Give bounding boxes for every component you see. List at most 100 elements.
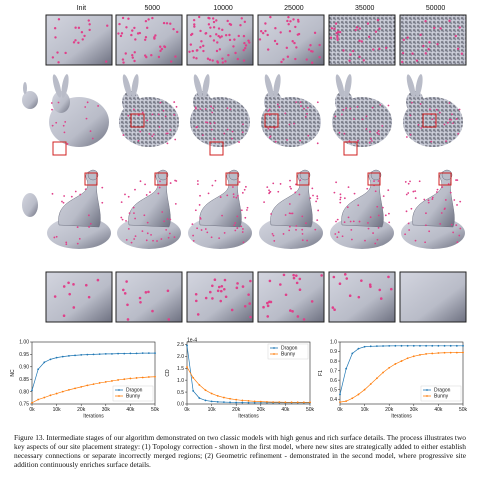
y-axis-label: NC [10, 369, 16, 377]
y-axis-label: F1 [318, 370, 324, 376]
x-axis-label: Iterations [391, 414, 412, 420]
crop-bottom-0 [45, 271, 113, 323]
data-point-dragon [400, 344, 403, 347]
data-point-bunny [43, 396, 46, 399]
data-point-bunny [117, 379, 119, 381]
data-point-dragon [449, 344, 452, 347]
data-point-bunny [123, 378, 126, 381]
data-point-bunny [363, 388, 366, 391]
data-point-dragon [406, 344, 409, 347]
data-point-bunny [49, 394, 52, 397]
y-tick-label: 0.5 [330, 387, 337, 393]
data-point-bunny [68, 388, 70, 391]
data-point-bunny [192, 376, 195, 379]
dragon-render-5 [401, 169, 465, 249]
data-point-dragon [147, 352, 150, 355]
data-point-dragon [357, 347, 360, 350]
x-tick-label: 10k [208, 407, 217, 413]
crop-top-5 [399, 14, 467, 66]
x-tick-label: 50k [459, 407, 468, 413]
crop-top-2 [186, 14, 254, 66]
data-point-dragon [111, 353, 113, 355]
data-point-bunny [309, 401, 311, 404]
y-tick-label: 1.5 [177, 366, 184, 372]
x-tick-label: 20k [385, 407, 394, 413]
scale-note: 1e-4 [187, 338, 197, 344]
x-tick-label: 20k [232, 407, 241, 413]
x-tick-label: 30k [102, 407, 111, 413]
data-point-dragon [204, 399, 207, 402]
dragon-render-3 [259, 169, 323, 249]
data-point-dragon [345, 367, 348, 370]
data-point-dragon [253, 401, 256, 404]
plot-f1: 0k 10k 20k 30k 40k 50k 0.4 0.5 0.6 0.7 0.8 0.9 1.0 It… [318, 338, 468, 423]
data-point-bunny [104, 381, 107, 383]
column-label-50000: 50000 [425, 5, 446, 12]
data-point-dragon [443, 344, 446, 347]
data-point-dragon [123, 352, 126, 355]
f1-chart: 0k 10k 20k 30k 40k 50k 0.4 0.5 0.6 0.7 0.8 0.9 1.0 It… [318, 340, 468, 420]
crop-top-4 [328, 14, 396, 66]
data-point-dragon [86, 353, 89, 356]
data-point-bunny [345, 400, 348, 403]
data-point-dragon [412, 344, 415, 347]
data-point-bunny [247, 400, 250, 402]
legend-marker-dragon [118, 389, 120, 391]
data-point-bunny [425, 353, 427, 355]
x-axis-label: Iterations [238, 414, 259, 420]
data-point-bunny [449, 351, 452, 354]
x-tick-label: 0k [184, 407, 190, 413]
data-point-dragon [55, 356, 58, 359]
y-tick-label: 0.90 [19, 365, 29, 371]
y-tick-label: 0.80 [19, 389, 29, 395]
data-point-bunny [437, 352, 440, 354]
legend-label-dragon: Dragon [126, 388, 143, 394]
data-point-bunny [86, 384, 89, 387]
data-point-bunny [229, 397, 231, 400]
crop-bottom-3 [257, 271, 325, 323]
x-tick-label: 20k [77, 407, 86, 413]
y-tick-label: 2.0 [177, 354, 184, 360]
y-tick-label: 1.0 [177, 378, 184, 384]
y-tick-label: 0.85 [19, 377, 29, 383]
legend-marker-dragon [273, 347, 275, 349]
data-point-dragon [339, 393, 341, 396]
data-point-bunny [61, 390, 64, 393]
data-point-dragon [31, 389, 33, 392]
x-tick-label: 0k [29, 407, 35, 413]
data-point-bunny [259, 400, 262, 403]
data-point-bunny [382, 371, 384, 374]
crop-top-1 [115, 14, 183, 66]
data-point-bunny [266, 400, 268, 403]
bunny-render-3 [261, 74, 321, 147]
y-axis-label: CD [165, 369, 171, 377]
data-point-bunny [235, 398, 238, 401]
column-label-10000: 10000 [213, 5, 233, 12]
y-tick-label: 0.8 [330, 359, 337, 365]
column-label-init: Init [76, 5, 87, 12]
bunny-render-0 [49, 74, 109, 156]
plot-cd: 0k 10k 20k 30k 40k 50k 0.0 0.5 1.0 1.5 2.0 2.5 Itera… [165, 338, 315, 423]
crop-top-0 [45, 14, 113, 66]
x-tick-label: 40k [126, 407, 135, 413]
x-tick-label: 10k [361, 407, 370, 413]
legend-marker-bunny [426, 395, 428, 397]
data-point-dragon [235, 401, 238, 404]
dragon-render-0 [47, 169, 111, 249]
data-point-dragon [154, 352, 156, 355]
data-point-dragon [37, 368, 40, 371]
y-tick-label: 0.95 [19, 352, 29, 358]
data-point-dragon [425, 344, 427, 347]
data-point-dragon [455, 344, 458, 347]
data-point-dragon [462, 344, 464, 347]
data-point-bunny [284, 401, 287, 404]
data-point-dragon [129, 352, 132, 355]
plot-nc: 0k 10k 20k 30k 40k 50k 0.75 0.80 0.85 0.90 0.95 1.0… [10, 338, 160, 423]
nc-chart: 0k 10k 20k 30k 40k 50k 0.75 0.80 0.85 0.90 0.95 1.0… [10, 340, 160, 420]
data-point-dragon [135, 352, 138, 355]
bunny-render-2 [190, 74, 250, 156]
data-point-dragon [61, 355, 64, 358]
data-point-bunny [154, 375, 156, 378]
x-tick-label: 30k [257, 407, 266, 413]
column-label-35000: 35000 [354, 5, 375, 12]
